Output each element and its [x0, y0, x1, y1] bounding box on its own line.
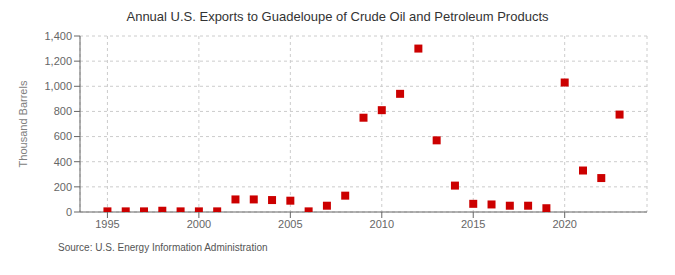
svg-text:2010: 2010	[370, 218, 394, 230]
svg-text:200: 200	[54, 181, 72, 193]
svg-text:1,400: 1,400	[44, 30, 72, 42]
svg-text:1,000: 1,000	[44, 80, 72, 92]
html-text:Annual U.S. Exports to Guadelo: Annual U.S. Exports to Guadeloupe of Cru…	[126, 9, 549, 24]
svg-text:800: 800	[54, 105, 72, 117]
svg-text:1,200: 1,200	[44, 55, 72, 67]
svg-text:2000: 2000	[187, 218, 211, 230]
svg-text:2020: 2020	[552, 218, 576, 230]
html-text:Source: U.S. Energy Informatio: Source: U.S. Energy Information Administ…	[58, 242, 268, 253]
svg-text:400: 400	[54, 156, 72, 168]
svg-text:Thousand Barrels: Thousand Barrels	[17, 80, 29, 167]
svg-text:1995: 1995	[95, 218, 119, 230]
svg-text:600: 600	[54, 130, 72, 142]
svg-text:2015: 2015	[461, 218, 485, 230]
svg-text:2005: 2005	[278, 218, 302, 230]
svg-text:0: 0	[66, 206, 72, 218]
